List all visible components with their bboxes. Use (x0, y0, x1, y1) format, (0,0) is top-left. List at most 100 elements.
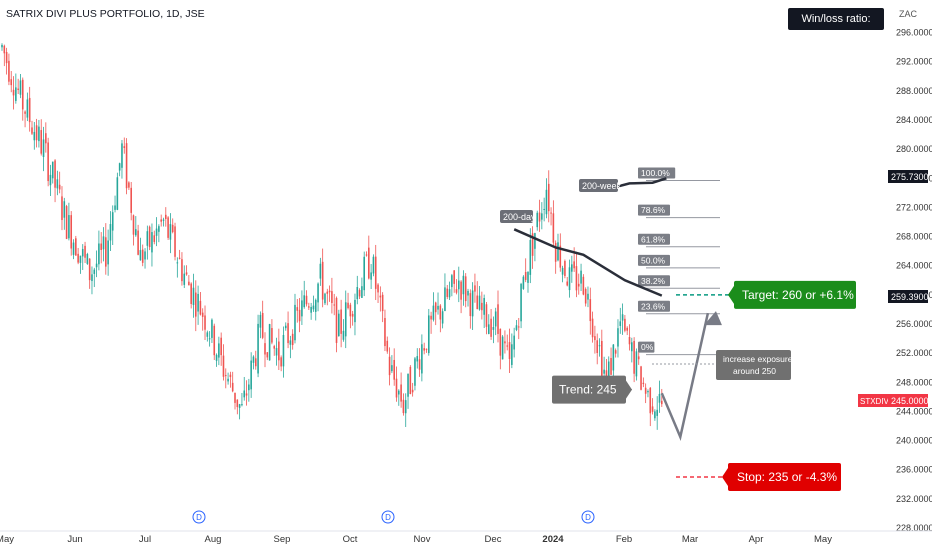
exposure-callout-bg[interactable] (716, 350, 791, 380)
candle-body (541, 213, 543, 220)
candle-body (596, 340, 599, 353)
candle-body (637, 356, 640, 360)
candle-body (3, 45, 6, 54)
candle-body (612, 344, 615, 371)
candle-body (305, 295, 308, 305)
candle-body (490, 318, 492, 337)
candle-body (338, 313, 340, 336)
fib-label: 78.6% (641, 205, 666, 215)
price-tag-bg (888, 290, 928, 303)
target-label-bg[interactable] (734, 280, 856, 309)
candle-body (395, 378, 398, 398)
candle-body (15, 87, 17, 101)
candle-body (49, 174, 52, 186)
candle-body (580, 270, 582, 284)
candle-body (499, 328, 502, 356)
candle-body (294, 304, 296, 341)
candle-body (333, 304, 336, 306)
candle-body (487, 324, 490, 334)
chart-title: SATRIX DIVI PLUS PORTFOLIO, 1D, JSE (6, 8, 205, 20)
candle-body (211, 319, 213, 338)
candle-body (446, 288, 449, 297)
candle-body (91, 274, 93, 282)
trend-label[interactable]: Trend: 245 (559, 383, 617, 397)
candle-body (151, 232, 153, 253)
x-tick-label: Sep (274, 534, 291, 545)
dividend-marker[interactable] (381, 510, 395, 524)
candle-body (132, 215, 135, 235)
candle-body (88, 258, 91, 281)
candle-body (347, 302, 349, 309)
candle-body (644, 387, 647, 394)
y-tick-label: 256.0000 (896, 319, 932, 329)
candle-body (550, 212, 552, 214)
candle-body (391, 365, 393, 372)
candle-body (72, 242, 75, 255)
candle-body (501, 336, 504, 360)
candle-body (171, 224, 174, 233)
candle-body (536, 212, 539, 228)
candle-body (504, 341, 506, 344)
candle-body (425, 348, 428, 350)
candle-body (5, 51, 8, 64)
candle-body (631, 342, 633, 352)
candle-body (125, 143, 128, 189)
candle-body (188, 281, 190, 286)
candle-body (372, 256, 375, 274)
candle-body (77, 253, 79, 263)
price-tag: 259.3900 (891, 292, 929, 302)
trend-label-bg[interactable] (552, 375, 626, 404)
candle-body (220, 337, 222, 356)
candle-body (174, 226, 176, 257)
candle-body (278, 341, 280, 361)
candle-body (356, 287, 359, 300)
y-tick-label: 236.0000 (896, 465, 932, 475)
candle-body (213, 325, 216, 356)
candle-body (167, 217, 169, 238)
candle-body (351, 313, 354, 317)
candle-body (95, 263, 98, 268)
candle-body (365, 254, 368, 256)
candle-body (250, 360, 252, 390)
candle-body (98, 243, 100, 265)
ma-price-tag: 275.7300 (891, 172, 929, 182)
candle-body (434, 302, 437, 313)
dividend-marker[interactable] (192, 510, 206, 524)
candle-body (116, 177, 119, 210)
candle-body (194, 292, 197, 317)
x-tick-label: Oct (343, 534, 358, 545)
target-label[interactable]: Target: 260 or +6.1% (742, 288, 854, 302)
y-tick-label: 284.0000 (896, 115, 932, 125)
y-tick-label: 272.0000 (896, 202, 932, 212)
candle-body (141, 249, 144, 263)
candle-body (218, 343, 220, 358)
candle-body (462, 275, 465, 295)
candle-body (118, 163, 121, 171)
last-price-tag-bg (888, 394, 928, 407)
stop-label-bg[interactable] (728, 463, 841, 492)
candle-body (517, 326, 520, 328)
dividend-marker[interactable] (581, 510, 595, 524)
candle-body (114, 205, 116, 210)
candle-body (377, 284, 379, 293)
candle-body (531, 233, 534, 256)
candle-body (335, 297, 338, 343)
x-tick-label: Aug (205, 534, 222, 545)
candle-body (162, 219, 165, 221)
candle-body (308, 306, 310, 308)
x-tick-label: Feb (616, 534, 632, 545)
candle-body (543, 208, 545, 211)
candle-body (439, 305, 442, 320)
win-loss-badge[interactable]: Win/loss ratio: 1.3:1 (788, 8, 884, 47)
candle-body (511, 344, 513, 365)
x-tick-label: Jun (67, 534, 82, 545)
candle-body (266, 352, 269, 358)
stop-label[interactable]: Stop: 235 or -4.3% (737, 470, 837, 484)
candle-body (105, 237, 107, 267)
candle-body (520, 283, 522, 322)
projection-arrowhead (703, 311, 722, 326)
candle-body (451, 275, 453, 288)
candle-body (201, 312, 204, 317)
